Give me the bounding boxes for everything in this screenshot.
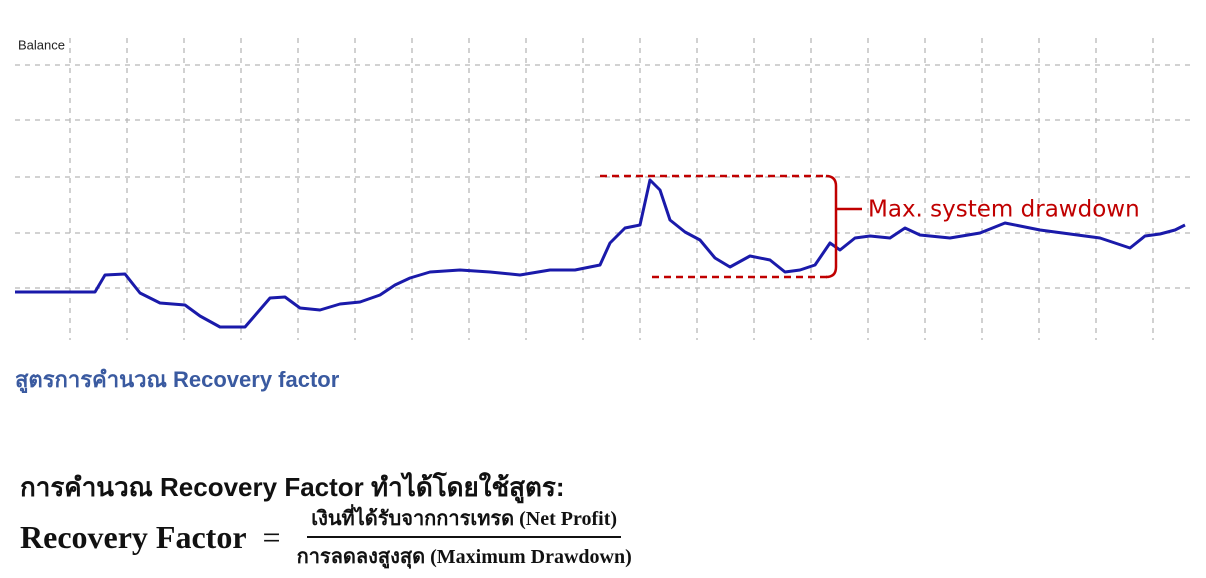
annotation: Max. system drawdown	[868, 197, 1140, 223]
heading: สูตรการคำนวณ Recovery factor	[15, 367, 340, 392]
intro-text: การคำนวณ Recovery Factor ทำได้โดยใช้สูตร…	[20, 472, 565, 502]
formula: Recovery Factor = เงินที่ได้รับจากการเทร…	[20, 502, 632, 572]
fraction: เงินที่ได้รับจากการเทรด (Net Profit) การ…	[297, 502, 632, 572]
chart-label: Balance	[18, 37, 65, 52]
grid	[15, 38, 1190, 340]
numerator: เงินที่ได้รับจากการเทรด (Net Profit)	[307, 502, 622, 538]
denominator: การลดลงสูงสุด (Maximum Drawdown)	[296, 546, 632, 568]
balance-chart: Balance Max. system drawdown	[15, 37, 1190, 340]
formula-lhs: Recovery Factor	[20, 518, 247, 555]
formula-equals: =	[262, 518, 281, 555]
balance-line	[15, 178, 1186, 329]
drawdown-marker	[600, 174, 862, 279]
